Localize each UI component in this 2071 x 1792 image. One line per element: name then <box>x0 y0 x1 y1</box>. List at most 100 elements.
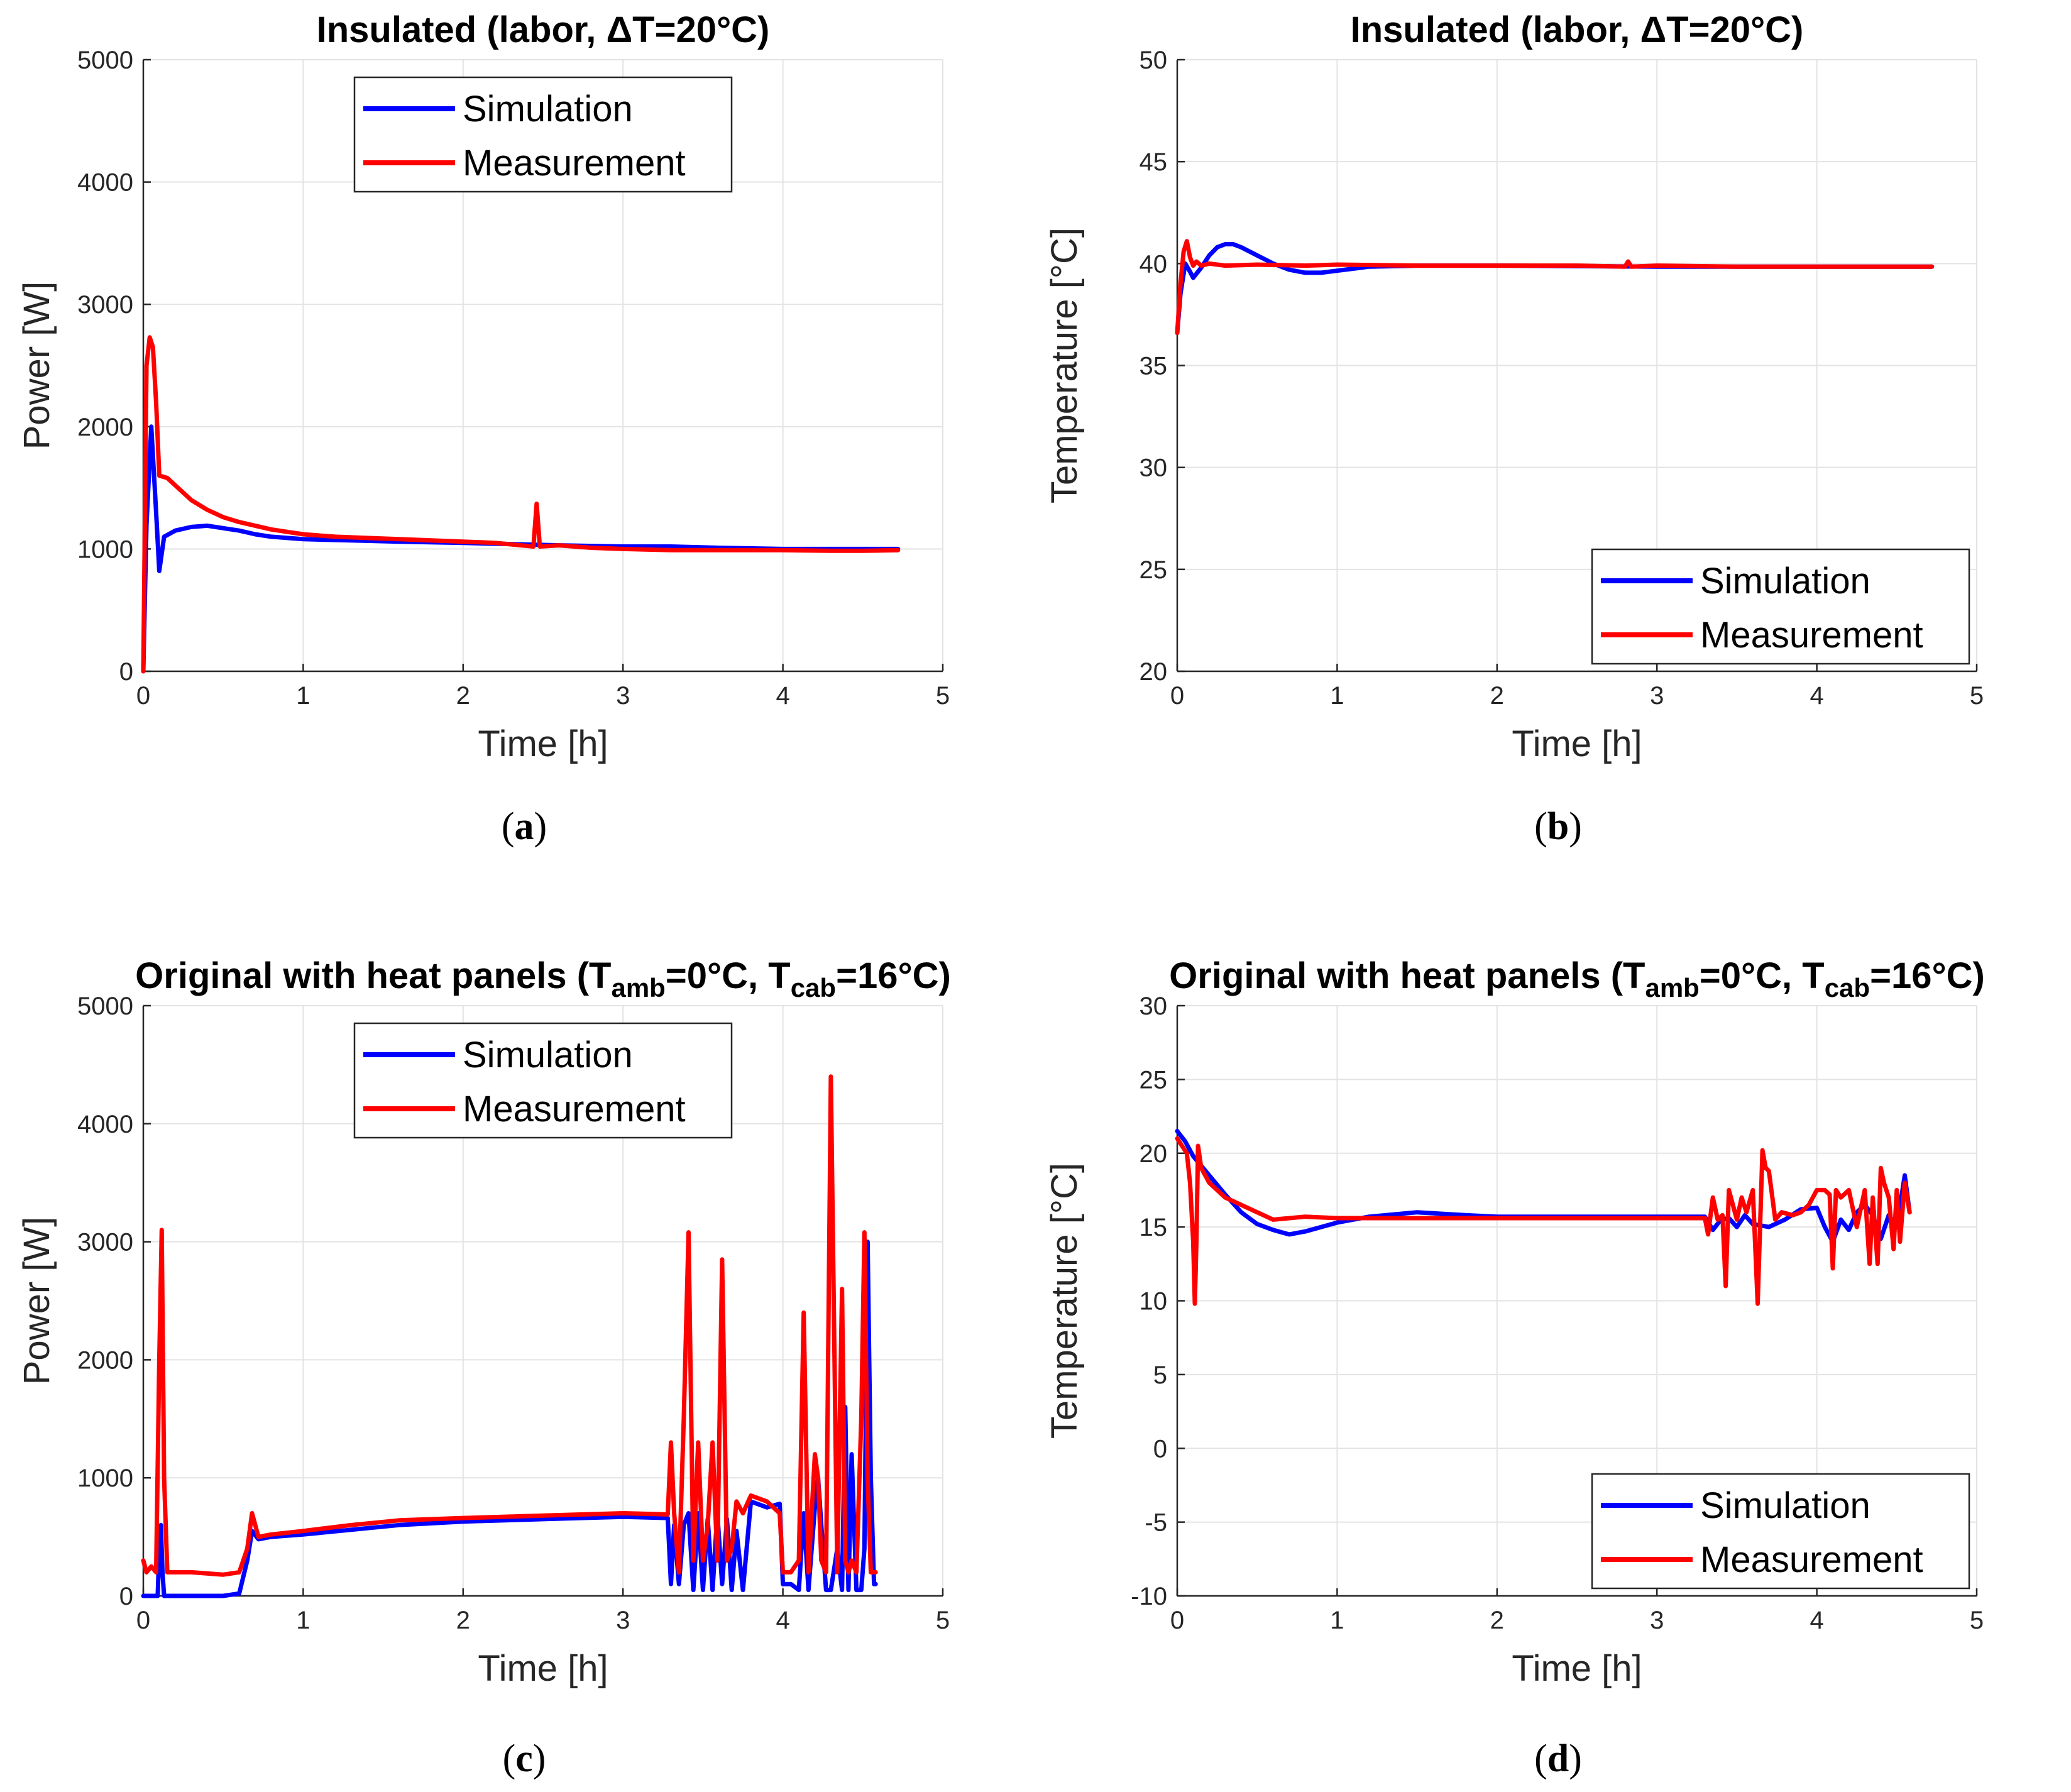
x-axis-label: Time [h] <box>1512 723 1642 764</box>
y-tick-label: 2000 <box>77 414 133 441</box>
y-tick-label: 0 <box>1153 1435 1167 1463</box>
caption-close-paren: ) <box>533 1737 546 1780</box>
y-tick-label: -10 <box>1131 1583 1167 1610</box>
chart-title: Original with heat panels (Tamb=0°C, Tca… <box>1169 955 1985 1003</box>
y-tick-label: 1000 <box>77 1465 133 1492</box>
caption-open-paren: ( <box>1534 805 1547 848</box>
caption-open-paren: ( <box>503 1737 516 1780</box>
y-tick-label: 10 <box>1140 1288 1168 1316</box>
legend-label-measurement: Measurement <box>1700 615 1923 656</box>
chart-title: Insulated (labor, ΔT=20°C) <box>1351 9 1804 50</box>
legend-box <box>353 76 733 193</box>
caption-open-paren: ( <box>502 805 515 848</box>
x-tick-label: 2 <box>1490 1607 1504 1634</box>
legend-label-simulation: Simulation <box>1700 1485 1870 1526</box>
panel-caption: (a) <box>502 805 547 848</box>
x-tick-label: 0 <box>136 1607 150 1634</box>
legend-label-measurement: Measurement <box>463 143 686 184</box>
y-tick-label: 2000 <box>77 1346 133 1374</box>
x-tick-label: 4 <box>776 682 789 710</box>
caption-letter: c <box>515 1737 533 1780</box>
x-tick-label: 2 <box>456 1607 470 1634</box>
y-tick-label: 0 <box>119 1583 133 1610</box>
series-line-measurement <box>141 1074 878 1577</box>
caption-letter: b <box>1547 805 1569 848</box>
y-axis-label: Power [W] <box>16 1217 57 1385</box>
series-line-measurement <box>141 335 901 674</box>
x-tick-label: 1 <box>296 682 310 710</box>
y-tick-label: 1000 <box>77 536 133 563</box>
y-tick-label: 45 <box>1140 148 1168 176</box>
y-tick-label: 3000 <box>77 291 133 319</box>
y-tick-label: 25 <box>1140 1066 1168 1094</box>
x-axis-label: Time [h] <box>478 1648 608 1689</box>
y-tick-label: 50 <box>1140 47 1168 74</box>
legend-label-measurement: Measurement <box>463 1089 686 1130</box>
x-tick-label: 0 <box>1170 1607 1184 1634</box>
legend-label-simulation: Simulation <box>1700 561 1870 602</box>
x-tick-label: 5 <box>1970 682 1984 710</box>
panel-caption: (b) <box>1534 805 1582 848</box>
legend-box <box>1591 548 1970 665</box>
x-tick-label: 4 <box>1810 1607 1823 1634</box>
legend-label-measurement: Measurement <box>1700 1539 1923 1580</box>
legend-label-simulation: Simulation <box>463 89 633 129</box>
caption-letter: a <box>515 805 534 848</box>
legend-box <box>1591 1473 1970 1590</box>
y-tick-label: 4000 <box>77 1111 133 1138</box>
series-line-simulation <box>141 1240 878 1598</box>
y-tick-label: 5000 <box>77 47 133 74</box>
y-axis-label: Temperature [°C] <box>1044 1163 1085 1439</box>
x-tick-label: 3 <box>1650 682 1664 710</box>
x-tick-label: 5 <box>936 682 950 710</box>
caption-open-paren: ( <box>1534 1737 1547 1780</box>
x-axis-label: Time [h] <box>1512 1648 1642 1689</box>
x-tick-label: 0 <box>136 682 150 710</box>
y-tick-label: 4000 <box>77 169 133 197</box>
legend: Simulation Measurement <box>353 76 733 193</box>
y-tick-label: 15 <box>1140 1214 1168 1241</box>
x-tick-label: 0 <box>1170 682 1184 710</box>
x-tick-label: 4 <box>776 1607 789 1634</box>
legend: Simulation Measurement <box>1591 548 1970 665</box>
y-tick-label: 20 <box>1140 658 1168 686</box>
x-tick-label: 5 <box>1970 1607 1984 1634</box>
series-line-measurement <box>1175 239 1935 336</box>
y-tick-label: 30 <box>1140 454 1168 482</box>
x-tick-label: 1 <box>296 1607 310 1634</box>
x-tick-label: 3 <box>616 682 630 710</box>
panel-caption: (c) <box>503 1737 546 1780</box>
x-tick-label: 5 <box>936 1607 950 1634</box>
caption-close-paren: ) <box>1569 805 1582 848</box>
y-tick-label: 25 <box>1140 556 1168 584</box>
legend-label-simulation: Simulation <box>463 1035 633 1075</box>
caption-letter: d <box>1547 1737 1569 1780</box>
x-tick-label: 2 <box>456 682 470 710</box>
series-line-measurement <box>1175 1136 1912 1306</box>
y-tick-label: 35 <box>1140 353 1168 380</box>
x-tick-label: 1 <box>1330 1607 1344 1634</box>
y-tick-label: 5 <box>1153 1361 1167 1389</box>
legend-box <box>353 1022 733 1139</box>
y-tick-label: 0 <box>119 658 133 686</box>
x-tick-label: 3 <box>1650 1607 1664 1634</box>
chart-title: Original with heat panels (Tamb=0°C, Tca… <box>135 955 951 1003</box>
caption-close-paren: ) <box>1569 1737 1582 1780</box>
chart-title: Insulated (labor, ΔT=20°C) <box>317 9 770 50</box>
y-tick-label: 3000 <box>77 1229 133 1256</box>
y-tick-label: 40 <box>1140 250 1168 278</box>
legend: Simulation Measurement <box>1591 1473 1970 1590</box>
chart-panel-a: 0 1 2 3 4 5 0 1000 2000 3000 4000 5000 Insulated (la… <box>16 9 950 764</box>
series-line-simulation <box>141 424 901 674</box>
y-tick-label: 30 <box>1140 992 1168 1020</box>
x-tick-label: 3 <box>616 1607 630 1634</box>
y-axis-label: Temperature [°C] <box>1044 228 1085 503</box>
y-axis-label: Power [W] <box>16 282 57 450</box>
y-tick-label: 5000 <box>77 992 133 1020</box>
panel-caption: (d) <box>1534 1737 1582 1780</box>
x-tick-label: 2 <box>1490 682 1504 710</box>
